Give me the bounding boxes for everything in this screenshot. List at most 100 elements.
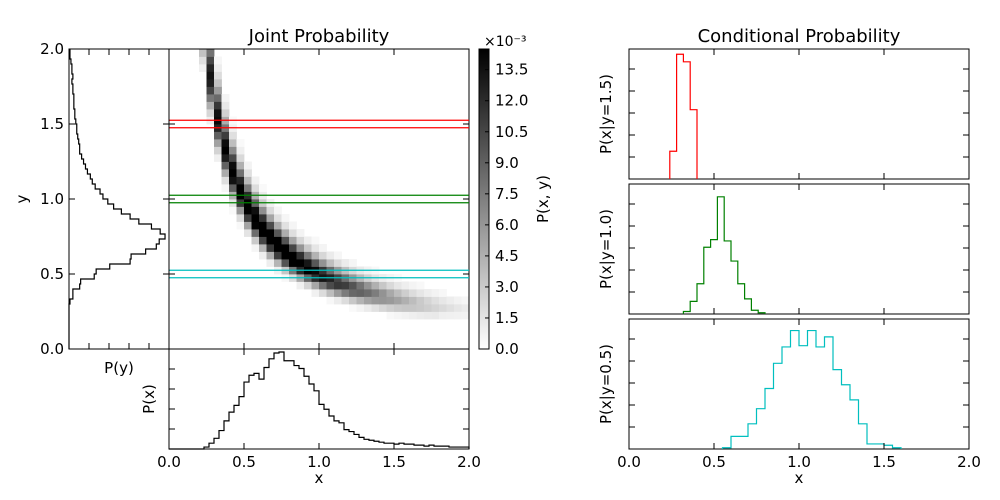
cond-x-tick-label: 0.0 bbox=[617, 453, 641, 471]
heatmap-cell bbox=[349, 304, 357, 312]
x-tick-label: 0.0 bbox=[157, 453, 181, 471]
heatmap-cell bbox=[251, 244, 260, 252]
heatmap-cell bbox=[349, 281, 357, 290]
x-tick-label: 1.5 bbox=[382, 453, 406, 471]
heatmap-cell bbox=[214, 154, 222, 162]
heatmap-cell bbox=[259, 244, 267, 252]
heatmap-cell bbox=[311, 244, 320, 252]
colorbar-tick-label: 9.0 bbox=[495, 154, 519, 172]
heatmap-cell bbox=[244, 161, 252, 170]
heatmap-cell bbox=[349, 296, 357, 305]
marginal-y-plot bbox=[68, 48, 170, 350]
heatmap-cell bbox=[259, 206, 267, 215]
heatmap-cell bbox=[379, 304, 387, 312]
heatmap-cell bbox=[199, 56, 207, 65]
heatmap-cell bbox=[439, 304, 447, 312]
heatmap-cell bbox=[409, 296, 417, 305]
heatmap-cell bbox=[401, 311, 410, 320]
heatmap-cell bbox=[311, 236, 320, 245]
heatmap-cell bbox=[199, 49, 207, 57]
heatmap-cell bbox=[409, 311, 417, 320]
cond-x-tick-label: 1.0 bbox=[787, 453, 811, 471]
tick-labels: 0.0 0.5 1.0 1.5 2.0 0.0 0.5 1.0 1.5 2.0 0.0 1.5 3.0 4… bbox=[40, 40, 981, 471]
heatmap-cell bbox=[319, 259, 327, 267]
heatmap-cell bbox=[251, 176, 260, 185]
cond-10-label: P(x|y=1.0) bbox=[597, 209, 615, 289]
heatmap-cell bbox=[251, 184, 260, 192]
heatmap-cell bbox=[304, 244, 312, 252]
heatmap-cell bbox=[431, 289, 440, 297]
heatmap-cell bbox=[296, 244, 305, 252]
heatmap-cell bbox=[416, 281, 425, 290]
heatmap-cell bbox=[371, 289, 380, 297]
heatmap-cell bbox=[236, 214, 245, 222]
heatmap-cell bbox=[371, 281, 380, 290]
colorbar-tick-label: 12.0 bbox=[495, 92, 528, 110]
conditional-plot-10 bbox=[628, 183, 970, 315]
heatmap-cell bbox=[199, 64, 207, 72]
marginal-y-series bbox=[68, 49, 166, 349]
heatmap-cell bbox=[416, 296, 425, 305]
marginal-x-plot bbox=[168, 348, 470, 450]
heatmap-cell bbox=[304, 236, 312, 245]
heatmap-cell bbox=[334, 251, 342, 260]
marginal-y-frame bbox=[68, 48, 170, 350]
heatmap-cell bbox=[251, 221, 260, 230]
heatmap-cell bbox=[296, 251, 305, 260]
heatmap-cell bbox=[259, 251, 267, 260]
heatmap-cell bbox=[326, 296, 335, 305]
heatmap-cell bbox=[311, 251, 320, 260]
heatmap-cell bbox=[409, 281, 417, 290]
heatmap-cell bbox=[296, 259, 305, 267]
heatmap-cell bbox=[319, 289, 327, 297]
heatmap-cell bbox=[214, 94, 222, 102]
heatmap-cell bbox=[386, 304, 395, 312]
heatmap-cell bbox=[221, 101, 230, 110]
heatmap-cell bbox=[259, 214, 267, 222]
cond-05-label: P(x|y=0.5) bbox=[597, 344, 615, 424]
heatmap-cell bbox=[386, 311, 395, 320]
heatmap-cell bbox=[311, 281, 320, 290]
heatmap-cell bbox=[266, 236, 275, 245]
heatmap-cell bbox=[274, 259, 282, 267]
px-axis-label: P(x) bbox=[140, 384, 158, 414]
joint-heatmap bbox=[168, 48, 470, 350]
conditional-plot-15 bbox=[628, 48, 970, 180]
heatmap-cell bbox=[349, 289, 357, 297]
heatmap-cell bbox=[266, 221, 275, 230]
heatmap-cell bbox=[401, 304, 410, 312]
heatmap-cell bbox=[394, 311, 402, 320]
heatmap-cell bbox=[236, 206, 245, 215]
colorbar-tick-label: 6.0 bbox=[495, 216, 519, 234]
heatmap-cell bbox=[424, 296, 432, 305]
heatmap-cell bbox=[236, 169, 245, 177]
heatmap-cell bbox=[244, 214, 252, 222]
heatmap-cell bbox=[274, 229, 282, 237]
heatmap-cell bbox=[274, 214, 282, 222]
cond-15-label: P(x|y=1.5) bbox=[597, 74, 615, 154]
cond-x-tick-label: 2.0 bbox=[957, 453, 981, 471]
x-tick-label: 0.5 bbox=[232, 453, 256, 471]
heatmap-cell bbox=[221, 146, 230, 155]
heatmap-cell bbox=[259, 236, 267, 245]
heatmap-cell bbox=[266, 214, 275, 222]
cond-x-tick-label: 1.5 bbox=[872, 453, 896, 471]
heatmap-cell bbox=[401, 289, 410, 297]
heatmap-cell bbox=[424, 289, 432, 297]
slice-lines bbox=[169, 119, 469, 279]
heatmap-cell bbox=[206, 79, 215, 87]
heatmap-cell bbox=[446, 296, 455, 305]
heatmap-cell bbox=[334, 296, 342, 305]
heatmap-cell bbox=[206, 101, 215, 110]
heatmap-cell bbox=[221, 154, 230, 162]
heatmap-cell bbox=[401, 281, 410, 290]
heatmap-cell bbox=[221, 169, 230, 177]
x-axis-label: x bbox=[315, 469, 324, 487]
heatmap-cell bbox=[259, 221, 267, 230]
heatmap-cell bbox=[229, 206, 237, 215]
heatmap-cell bbox=[424, 304, 432, 312]
heatmap-cell bbox=[431, 296, 440, 305]
heatmap-cell bbox=[364, 281, 372, 290]
heatmap-cell bbox=[416, 289, 425, 297]
heatmap-cell bbox=[394, 281, 402, 290]
